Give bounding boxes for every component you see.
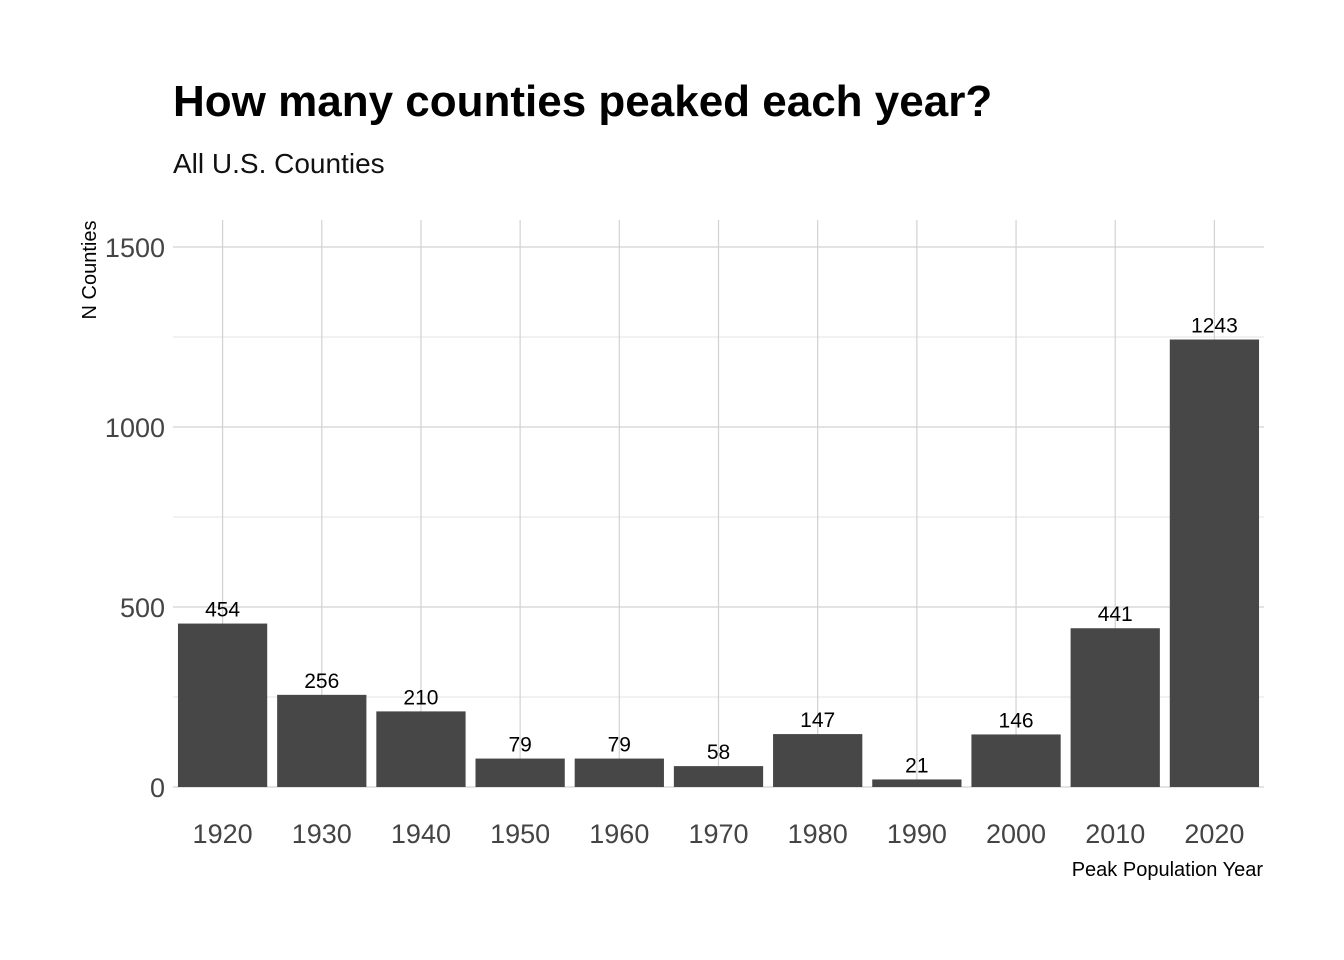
bar-1930 xyxy=(277,694,367,787)
x-tick-label: 1990 xyxy=(887,819,947,849)
x-axis-tick-labels: 1920 1930 1940 1950 1960 1970 1980 1990 2000 2010… xyxy=(193,819,1245,849)
data-label-1980: 147 xyxy=(800,709,835,732)
chart-subtitle: All U.S. Counties xyxy=(173,148,385,179)
data-label-1930: 256 xyxy=(304,670,339,693)
data-label-1990: 21 xyxy=(905,754,928,777)
x-tick-label: 2020 xyxy=(1184,819,1244,849)
bar-1980 xyxy=(773,734,863,787)
x-tick-label: 1940 xyxy=(391,819,451,849)
data-label-1960: 79 xyxy=(608,734,631,757)
bar-1970 xyxy=(673,766,764,787)
chart-title: How many counties peaked each year? xyxy=(173,77,992,126)
data-label-1950: 79 xyxy=(508,734,531,757)
bar-1960 xyxy=(574,758,664,787)
bar-2010 xyxy=(1070,628,1160,787)
bar-1950 xyxy=(475,758,565,787)
data-label-1920: 454 xyxy=(205,599,240,622)
y-tick-label: 0 xyxy=(150,773,165,803)
y-tick-label: 1000 xyxy=(105,413,165,443)
data-label-1940: 210 xyxy=(403,686,438,709)
x-tick-label: 1930 xyxy=(292,819,352,849)
x-tick-label: 2000 xyxy=(986,819,1046,849)
bar-1920 xyxy=(177,623,268,787)
x-tick-label: 1960 xyxy=(589,819,649,849)
data-labels: 454 256 210 79 79 58 147 21 146 441 1243 xyxy=(205,315,1238,778)
bar-1990 xyxy=(872,779,962,787)
x-tick-label: 2010 xyxy=(1085,819,1145,849)
x-tick-label: 1920 xyxy=(193,819,253,849)
bars xyxy=(177,339,1260,787)
y-tick-label: 1500 xyxy=(105,233,165,263)
bar-1940 xyxy=(376,711,466,787)
data-label-2020: 1243 xyxy=(1191,315,1238,338)
data-label-2000: 146 xyxy=(999,709,1034,732)
y-axis-tick-labels: 0 500 1000 1500 xyxy=(105,233,165,803)
y-axis-title: N Counties xyxy=(79,221,101,320)
bar-2020 xyxy=(1169,339,1260,787)
x-tick-label: 1980 xyxy=(788,819,848,849)
x-tick-label: 1950 xyxy=(490,819,550,849)
x-axis-title: Peak Population Year xyxy=(1072,859,1264,881)
x-tick-label: 1970 xyxy=(688,819,748,849)
y-tick-label: 500 xyxy=(120,593,165,623)
bar-2000 xyxy=(971,734,1061,787)
data-label-2010: 441 xyxy=(1098,603,1133,626)
data-label-1970: 58 xyxy=(707,741,730,764)
